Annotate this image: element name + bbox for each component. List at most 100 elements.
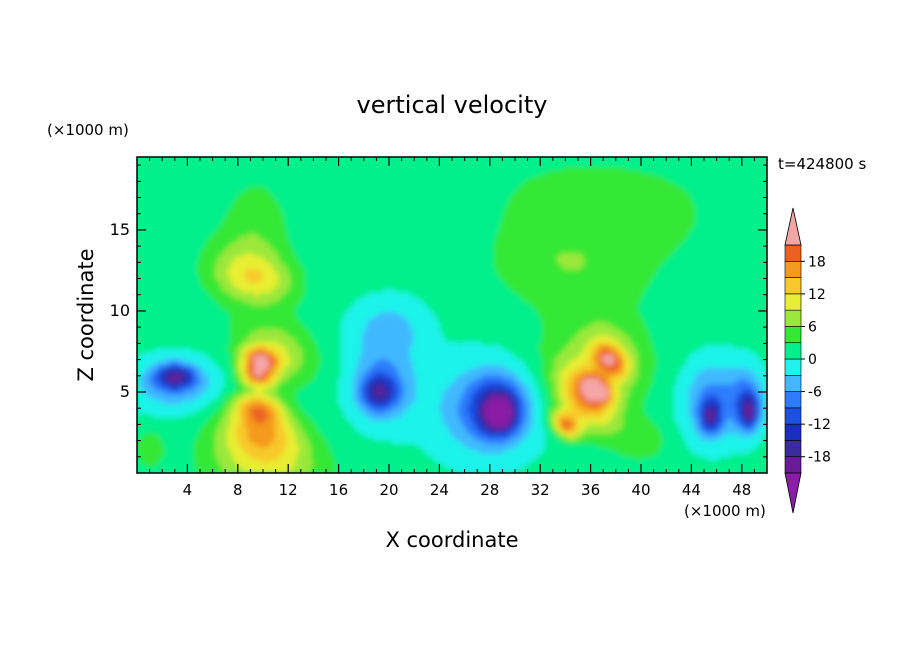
field-cell [137, 206, 231, 211]
field-cell [629, 351, 639, 356]
field-cell [497, 229, 690, 234]
field-cell [611, 344, 618, 349]
field-cell [344, 315, 375, 319]
field-cell [137, 203, 234, 207]
field-cell [761, 440, 767, 444]
field-cell [587, 324, 615, 329]
field-cell [560, 423, 564, 428]
field-cell [506, 206, 696, 211]
field-cell [137, 466, 198, 471]
field-cell [269, 380, 276, 385]
field-cell [623, 413, 648, 418]
field-cell [308, 328, 342, 333]
colorbar-segment [784, 244, 802, 262]
field-cell [740, 390, 756, 395]
field-cell [626, 347, 636, 352]
field-cell [245, 417, 255, 421]
field-cell [386, 384, 393, 389]
field-cell [689, 193, 767, 198]
field-cell [518, 186, 684, 191]
field-cell [512, 410, 516, 415]
field-cell [578, 384, 582, 389]
field-cell [635, 380, 654, 385]
field-cell [653, 453, 699, 458]
field-cell [239, 344, 246, 349]
field-cell [209, 377, 225, 382]
field-cell [509, 285, 648, 290]
field-cell [530, 301, 639, 306]
field-cell [344, 413, 366, 418]
field-cell [413, 364, 480, 369]
field-cell [482, 397, 489, 402]
field-cell [200, 374, 210, 379]
field-cell [233, 397, 240, 402]
field-cell [713, 420, 717, 425]
field-cell [566, 364, 582, 369]
field-cell [512, 417, 516, 421]
field-cell [278, 407, 285, 412]
field-cell [626, 377, 636, 382]
field-cell [155, 397, 195, 402]
field-cell [539, 390, 549, 395]
field-cell [620, 370, 627, 375]
field-cell [614, 430, 660, 435]
field-cell [137, 341, 231, 346]
colorbar-segment [784, 309, 802, 327]
field-cell [269, 357, 276, 362]
field-cell [284, 222, 501, 227]
field-cell [458, 374, 483, 379]
field-cell [443, 331, 543, 336]
field-cell [365, 403, 372, 408]
field-cell [269, 374, 276, 379]
field-cell [218, 259, 234, 263]
field-cell [701, 400, 708, 405]
field-cell [575, 400, 585, 405]
field-cell [341, 334, 363, 339]
field-cell [485, 403, 510, 408]
field-cell [194, 387, 207, 392]
field-cell [275, 285, 291, 290]
field-cell [554, 413, 558, 418]
field-cell [362, 295, 417, 300]
field-cell [230, 328, 258, 333]
field-cell [428, 305, 534, 310]
field-cell [236, 459, 264, 464]
field-cell [485, 387, 507, 392]
field-cell [281, 403, 288, 408]
field-cell [374, 377, 387, 382]
field-cell [578, 426, 585, 431]
field-cell [563, 400, 570, 405]
field-cell [701, 426, 705, 431]
field-cell [578, 420, 609, 425]
field-cell [137, 170, 549, 175]
field-cell [266, 351, 273, 356]
field-cell [275, 354, 282, 359]
field-cell [305, 430, 321, 435]
field-cell [566, 390, 573, 395]
field-cell [545, 436, 561, 441]
field-cell [719, 456, 767, 461]
field-cell [638, 361, 657, 365]
field-cell [593, 344, 600, 349]
field-cell [152, 370, 159, 375]
field-cell [215, 443, 228, 448]
field-cell [512, 407, 516, 412]
field-cell [482, 420, 486, 425]
field-cell [506, 430, 513, 435]
field-cell [290, 334, 312, 339]
field-cell [302, 361, 321, 365]
field-cell [383, 380, 393, 385]
field-cell [161, 367, 168, 372]
field-cell [548, 417, 552, 421]
field-cell [608, 397, 612, 402]
field-cell [206, 239, 237, 244]
field-cell [719, 403, 723, 408]
field-cell [539, 394, 549, 398]
field-cell [764, 397, 767, 402]
field-cell [380, 311, 399, 316]
field-cell [509, 397, 513, 402]
field-cell [623, 331, 651, 336]
field-cell [305, 272, 498, 277]
field-cell [602, 347, 609, 352]
field-cell [236, 380, 243, 385]
